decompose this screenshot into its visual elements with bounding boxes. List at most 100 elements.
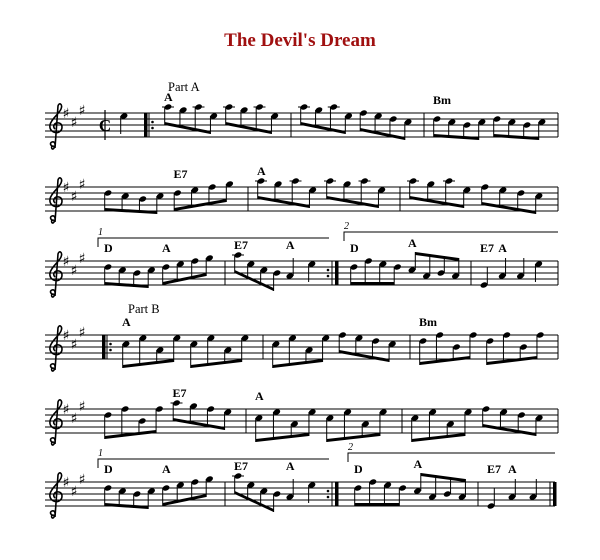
volta-bracket: 2 [347,442,555,462]
note-head [308,261,316,267]
note-head [286,273,294,279]
note-head [538,119,546,125]
note-head [156,347,164,353]
note-head [156,193,164,199]
note-head [379,261,387,267]
chord-symbol: A [286,238,295,252]
sharp-icon: ♯ [79,399,86,415]
treble-clef-icon [49,251,63,298]
chord-symbol: A [162,462,171,476]
measure: Bm [433,93,559,140]
note-head [388,341,396,347]
note-head [162,485,170,491]
chord-symbol: D [104,462,113,476]
repeat-dot [326,489,330,493]
note-head [535,261,543,267]
note-beam [173,418,225,430]
note-beam [234,270,274,291]
note-head [354,485,362,491]
note-beam [493,134,539,140]
note-head [384,482,392,488]
note-head [536,332,544,338]
repeat-dot [109,348,112,352]
sharp-icon: ♯ [71,263,78,279]
note-head [517,273,524,279]
note-head [224,347,232,353]
note-beam [360,128,405,140]
volta-line [347,452,555,462]
sharp-icon: ♯ [71,411,78,427]
note-head [273,491,281,497]
measure: E7 A [232,459,339,512]
sharp-icon: ♯ [71,115,78,131]
volta-number: 1 [98,448,103,459]
note-beam [339,350,390,362]
sharp-icon: ♯ [63,106,70,122]
chord-symbol: E7 [174,167,188,181]
note-head [240,107,248,113]
note-head [272,341,280,347]
note-head [162,264,170,270]
note-head [322,335,330,341]
sharp-icon: ♯ [79,177,86,193]
note-head [308,409,316,415]
note-head [271,113,279,119]
note-head [309,187,317,193]
note-head [427,181,435,187]
repeat-dot [326,274,330,278]
note-head [286,494,294,500]
note-head [503,332,511,338]
chord-symbol: A [508,462,517,476]
note-head [121,193,129,199]
chord-symbol: D [354,462,363,476]
measure: E7 A [487,462,557,509]
note-beam [257,196,310,208]
volta-number: 2 [348,442,353,453]
note-head [508,494,516,500]
measure: E7 [104,386,247,439]
sharp-icon: ♯ [63,475,70,491]
note-head [173,335,181,341]
note-head [389,116,397,122]
note-head [529,494,537,500]
note-head [122,341,130,347]
staff-system: ♯♯♯E7 A [45,386,559,446]
note-head [478,119,486,125]
note-beam [409,196,464,208]
note-beam [104,208,157,214]
chord-symbol: A [257,164,266,178]
chord-symbol: D [350,241,359,255]
note-head [428,494,436,500]
note-head [177,261,184,267]
measure [411,406,559,442]
note-head [207,406,215,412]
note-head [447,421,454,427]
volta-bracket: 1 [97,448,329,468]
note-head [372,338,380,344]
note-head [374,113,382,119]
note-beam [104,503,149,509]
note-head [343,181,351,187]
measure: A [144,90,292,137]
note-beam [326,196,379,208]
note-head [411,415,419,421]
treble-clef-icon [49,325,63,372]
note-head [247,482,255,488]
note-head [179,107,187,113]
final-barline [553,482,557,506]
note-head [104,190,112,196]
note-beam [234,491,274,512]
note-head [289,335,297,341]
note-head [191,187,199,193]
note-head [487,503,495,509]
chord-symbol: E7 [234,459,248,473]
note-head [190,341,198,347]
note-head [520,344,527,350]
chord-symbol: A [162,241,171,255]
measure [272,332,411,368]
note-head [104,485,112,491]
